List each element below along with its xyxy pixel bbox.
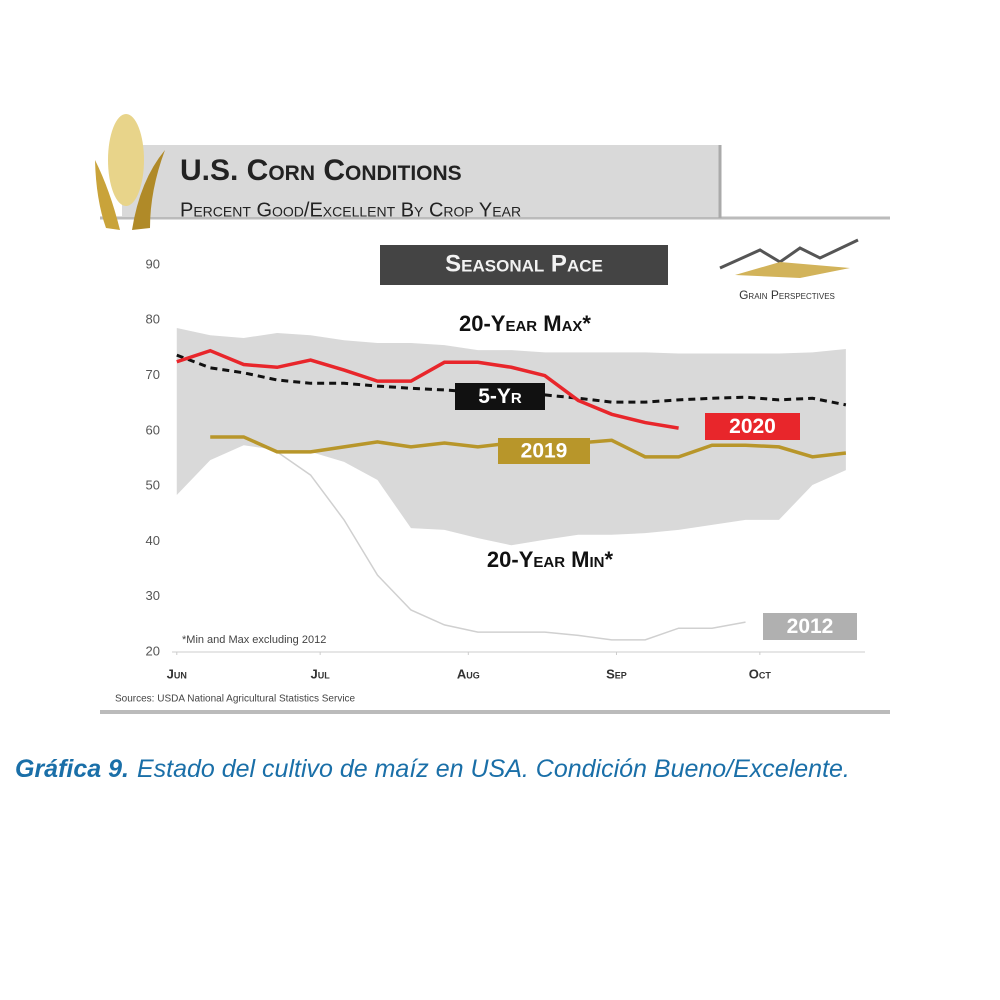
caption: Gráfica 9. Estado del cultivo de maíz en …	[15, 755, 850, 783]
x-tick-label: Jul	[311, 666, 331, 681]
caption-label: Gráfica 9.	[15, 755, 129, 783]
series-line	[210, 436, 746, 641]
series-line	[176, 348, 679, 430]
y-tick-label: 30	[146, 588, 160, 603]
series-label-box	[455, 383, 545, 410]
caption-text: Estado del cultivo de maíz en USA. Condi…	[137, 755, 850, 783]
footnote: *Min and Max excluding 2012	[182, 634, 326, 646]
y-tick-label: 60	[146, 422, 160, 437]
series-label-box	[763, 613, 857, 640]
band-max-label: 20-Year Max*	[459, 311, 591, 336]
series-label: 5-Yr	[478, 385, 522, 408]
y-tick-label: 90	[146, 256, 160, 271]
x-tick-label: Oct	[749, 666, 772, 681]
logo-text: Grain Perspectives	[739, 288, 835, 302]
x-tick-label: Jun	[167, 666, 187, 681]
series-label-box	[705, 413, 800, 440]
banner-box	[380, 245, 668, 285]
header-box	[122, 145, 720, 217]
series-label-box	[498, 438, 590, 464]
series-label: 2012	[787, 615, 834, 638]
y-tick-label: 70	[146, 367, 160, 382]
corn-icon	[95, 114, 165, 230]
banner: Seasonal Pace	[445, 250, 603, 277]
x-tick-label: Aug	[457, 666, 480, 681]
x-tick-label: Sep	[606, 666, 627, 681]
series-label: 2019	[521, 440, 568, 463]
source: Sources: USDA National Agricultural Stat…	[115, 694, 356, 705]
y-tick-label: 80	[146, 312, 160, 327]
y-tick-label: 50	[146, 478, 160, 493]
plot	[176, 328, 847, 641]
subtitle: Percent Good/Excellent By Crop Year	[180, 199, 521, 221]
y-tick-label: 20	[146, 643, 160, 658]
y-tick-label: 40	[146, 533, 160, 548]
logo	[719, 238, 859, 278]
band-min-label: 20-Year Min*	[487, 547, 614, 572]
series-label: 2020	[729, 415, 776, 438]
title: U.S. Corn Conditions	[180, 154, 462, 187]
